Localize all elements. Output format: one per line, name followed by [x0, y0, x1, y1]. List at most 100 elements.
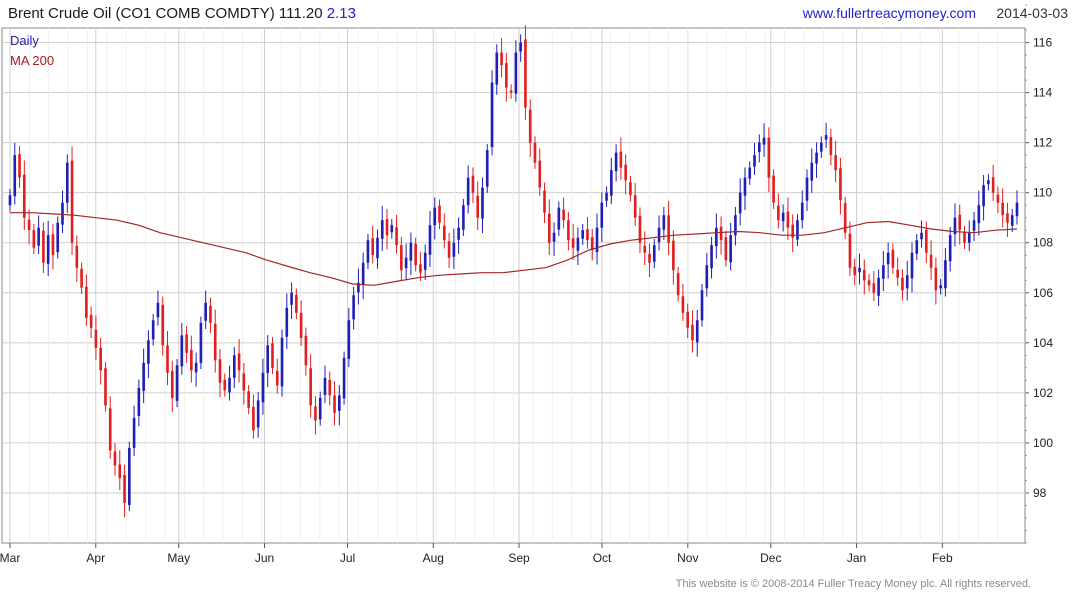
candle-body — [142, 362, 145, 391]
candle-body — [419, 264, 422, 273]
candle-body — [810, 162, 814, 181]
candle-body — [629, 182, 632, 196]
y-tick-label: 112 — [1033, 136, 1052, 150]
candle-body — [180, 335, 184, 367]
candle-body — [533, 142, 537, 163]
candle-body — [209, 305, 212, 323]
candle-body — [56, 222, 60, 253]
candle-body — [476, 195, 480, 218]
candle-body — [242, 373, 246, 391]
candle-body — [963, 232, 966, 243]
legend-daily: Daily — [10, 33, 39, 48]
candle-body — [590, 237, 594, 251]
candle-body — [462, 205, 465, 230]
candle-body — [247, 391, 250, 408]
vertical-gridlines — [9, 28, 999, 543]
candle-body — [113, 451, 117, 466]
candle-body — [719, 226, 723, 241]
candle-body — [295, 294, 298, 313]
candle-body — [433, 207, 437, 226]
candle-body — [409, 242, 413, 261]
candle-body — [89, 314, 93, 328]
candle-body — [820, 142, 823, 152]
candle-body — [190, 349, 193, 371]
candle-body — [223, 379, 227, 391]
candle-body — [667, 215, 670, 243]
candle-body — [915, 240, 919, 254]
candle-body — [213, 323, 217, 361]
chart-title-group: Brent Crude Oil (CO1 COMB COMDTY) 111.20… — [8, 5, 356, 22]
candle-body — [428, 225, 432, 255]
candle-body — [543, 190, 546, 213]
x-tick-label: Nov — [677, 551, 698, 565]
candle-body — [834, 155, 837, 171]
candle-body — [118, 464, 122, 478]
candle-body — [271, 343, 274, 368]
candle-body — [123, 474, 126, 503]
candle-body — [23, 174, 26, 218]
candle-body — [18, 154, 21, 178]
candle-body — [423, 252, 427, 270]
candle-body — [395, 227, 398, 246]
candle-body — [252, 406, 255, 431]
candle-body — [514, 52, 518, 94]
y-tick-label: 116 — [1033, 36, 1052, 50]
candle-body — [1015, 202, 1019, 217]
candle-body — [800, 202, 804, 221]
candle-body — [882, 265, 885, 279]
candle-body — [366, 240, 370, 263]
x-tick-label: Jun — [255, 551, 274, 565]
candle-body — [652, 245, 656, 262]
candle-body — [929, 254, 933, 268]
candle-body — [867, 280, 871, 286]
candle-body — [280, 337, 284, 387]
candle-body — [27, 219, 31, 231]
candle-body — [481, 187, 484, 219]
candle-body — [275, 370, 279, 386]
candle-body — [643, 245, 647, 253]
candle-body — [266, 345, 270, 373]
candle-body — [528, 109, 532, 143]
candle-body — [729, 235, 732, 263]
candle-body — [743, 177, 747, 196]
candle-body — [967, 232, 971, 243]
candle-body — [848, 233, 852, 268]
y-tick-label: 104 — [1033, 336, 1053, 350]
candle-body — [648, 253, 651, 263]
chart-header: Brent Crude Oil (CO1 COMB COMDTY) 111.20… — [8, 5, 1068, 25]
candle-body — [925, 229, 928, 253]
candle-body — [8, 195, 12, 206]
website-link[interactable]: www.fullertreacymoney.com — [802, 5, 976, 21]
candle-body — [194, 362, 198, 373]
candle-body — [586, 229, 589, 241]
candle-body — [385, 219, 389, 236]
candle-body — [762, 137, 766, 145]
candle-body — [61, 202, 64, 225]
candle-body — [1001, 202, 1004, 216]
candle-body — [166, 345, 169, 373]
candle-body — [452, 242, 456, 257]
x-tick-label: Mar — [0, 551, 20, 565]
candle-body — [524, 39, 527, 108]
candle-body — [32, 230, 36, 248]
x-tick-label: Jan — [847, 551, 866, 565]
candle-body — [681, 296, 685, 313]
ma200-line — [10, 212, 1018, 286]
candle-body — [46, 235, 50, 264]
y-tick-label: 106 — [1033, 286, 1053, 300]
candle-body — [128, 447, 131, 505]
candle-body — [724, 237, 728, 261]
y-axis-ticks: 98 100 102 104 106 108 110 112 114 116 — [1025, 4, 1053, 544]
candle-body — [605, 192, 608, 201]
candle-body — [710, 245, 713, 269]
candle-body — [495, 52, 499, 85]
candle-body — [357, 282, 360, 293]
candle-body — [939, 285, 942, 289]
candle-body — [538, 160, 542, 188]
candle-body — [309, 368, 312, 406]
candle-body — [99, 347, 102, 371]
candle-body — [404, 257, 408, 269]
candle-body — [1006, 213, 1009, 223]
candle-body — [232, 355, 236, 378]
